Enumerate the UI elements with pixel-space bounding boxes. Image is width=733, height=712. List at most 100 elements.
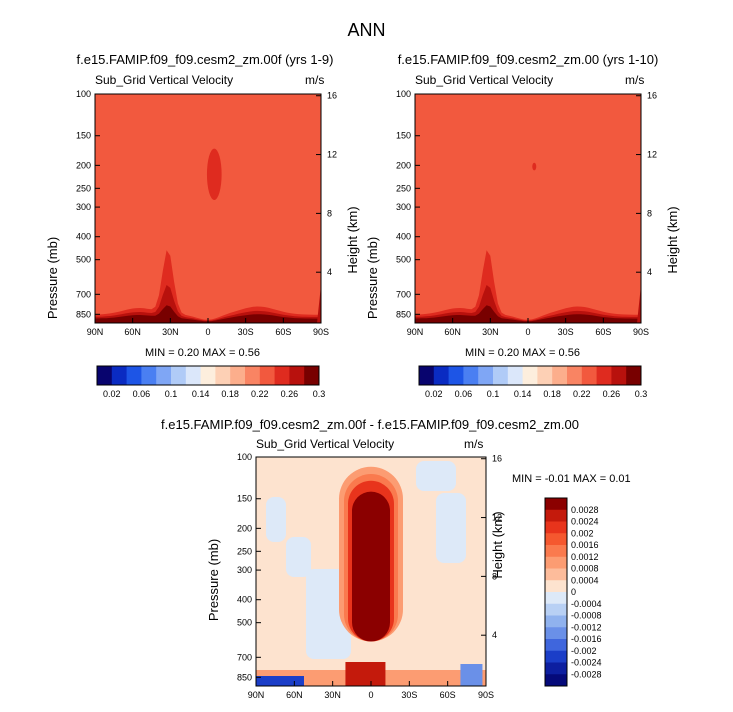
colorbar-label: 0.0016	[571, 540, 599, 550]
colorbar-swatch	[111, 366, 128, 385]
x-tick-label: 30N	[482, 327, 499, 337]
y-tick-label: 400	[396, 232, 411, 242]
y-tick-label: 500	[396, 255, 411, 265]
x-tick-label: 0	[205, 327, 210, 337]
x-tick-label: 30S	[558, 327, 574, 337]
y-right-tick-label: 8	[647, 208, 652, 218]
y-tick-label: 250	[237, 546, 252, 556]
colorbar-swatch	[626, 366, 642, 385]
colorbar-swatch	[581, 366, 598, 385]
colorbar-swatch	[304, 366, 320, 385]
colorbar-swatch	[478, 366, 494, 385]
panel2-variable-label: Sub_Grid Vertical Velocity	[415, 73, 553, 87]
y-tick-label: 150	[76, 131, 91, 141]
x-tick-label: 60N	[444, 327, 461, 337]
colorbar-label: -0.0028	[571, 669, 602, 679]
y-tick-label: 400	[237, 595, 252, 605]
x-tick-label: 90S	[313, 327, 329, 337]
colorbar-swatch	[545, 603, 567, 616]
panel1-minmax: MIN = 0.20 MAX = 0.56	[145, 347, 260, 359]
panel3-ylabel-right: Height (km)	[490, 511, 505, 578]
colorbar-swatch	[289, 366, 305, 385]
colorbar-swatch	[171, 366, 187, 385]
figure-title: ANN	[347, 20, 386, 40]
colorbar-swatch	[230, 366, 246, 385]
colorbar-swatch	[545, 580, 567, 593]
y-tick-label: 100	[76, 89, 91, 99]
colorbar-label: 0.1	[487, 389, 500, 399]
panel1-ylabel: Pressure (mb)	[45, 237, 60, 319]
y-tick-label: 150	[396, 131, 411, 141]
colorbar-frame	[418, 365, 642, 386]
colorbar-swatch	[545, 521, 567, 534]
colorbar-swatch	[200, 366, 216, 385]
colorbar-label: 0.3	[635, 389, 648, 399]
y-tick-label: 300	[396, 202, 411, 212]
y-right-tick-label: 4	[647, 267, 652, 277]
colorbar-label: 0.14	[192, 389, 210, 399]
colorbar-swatch	[141, 366, 157, 385]
colorbar-swatch	[507, 366, 524, 385]
y-tick-label: 700	[237, 652, 252, 662]
y-tick-label: 150	[237, 494, 252, 504]
colorbar-label: 0.1	[165, 389, 178, 399]
colorbar-swatch	[245, 366, 261, 385]
x-tick-label: 90S	[633, 327, 649, 337]
negative-patch	[286, 537, 311, 577]
panel2-title: f.e15.FAMIP.f09_f09.cesm2_zm.00 (yrs 1-1…	[397, 52, 659, 67]
colorbar-frame	[96, 365, 320, 386]
colorbar-swatch	[274, 366, 290, 385]
y-tick-label: 200	[396, 160, 411, 170]
colorbar-label: 0.0024	[571, 517, 599, 527]
colorbar-label: 0.3	[313, 389, 326, 399]
panel1-units-label: m/s	[305, 73, 324, 87]
colorbar-swatch	[545, 674, 567, 687]
y-right-tick-label: 8	[327, 208, 332, 218]
colorbar-label: 0.0028	[571, 505, 599, 515]
y-right-tick-label: 12	[647, 150, 657, 160]
colorbar-swatch	[185, 366, 202, 385]
colorbar-swatch	[545, 615, 567, 628]
colorbar-swatch	[215, 366, 231, 385]
colorbar-label: 0.06	[133, 389, 151, 399]
contour-band	[415, 285, 641, 323]
x-tick-label: 30N	[324, 690, 341, 700]
y-tick-label: 300	[237, 565, 252, 575]
y-tick-label: 400	[76, 232, 91, 242]
colorbar-label: 0	[571, 587, 576, 597]
panel2-colorbar: 0.02 0.06 0.1 0.14 0.18 0.22 0.26 0.3	[418, 365, 648, 399]
y-right-tick-label: 8	[492, 571, 497, 581]
field-background	[95, 94, 321, 323]
surface-negative	[256, 676, 304, 686]
upper-feature	[206, 148, 222, 200]
colorbar-swatch	[259, 366, 276, 385]
negative-patch	[416, 461, 456, 491]
y-tick-label: 850	[396, 309, 411, 319]
negative-patch	[436, 493, 466, 563]
panel3-ylabel: Pressure (mb)	[206, 539, 221, 621]
edge-feature	[317, 285, 321, 323]
colorbar-swatch	[545, 533, 567, 546]
colorbar-swatch	[545, 545, 567, 558]
y-tick-label: 200	[76, 160, 91, 170]
x-tick-label: 90N	[248, 690, 265, 700]
y-tick-label: 200	[237, 523, 252, 533]
colorbar-label: -0.002	[571, 646, 597, 656]
colorbar-swatch	[156, 366, 172, 385]
colorbar-label: 0.22	[251, 389, 269, 399]
x-tick-label: 90N	[407, 327, 424, 337]
colorbar-swatch	[463, 366, 479, 385]
colorbar-label: -0.0004	[571, 599, 602, 609]
colorbar-label: 0.002	[571, 528, 594, 538]
surface-negative	[460, 664, 483, 686]
colorbar-swatch	[522, 366, 538, 385]
colorbar-swatch	[611, 366, 627, 385]
positive-plume	[352, 491, 390, 642]
y-right-tick-label: 12	[327, 150, 337, 160]
panel3-minmax: MIN = -0.01 MAX = 0.01	[512, 473, 631, 485]
colorbar-label: -0.0008	[571, 611, 602, 621]
contour-band	[95, 285, 321, 323]
y-tick-label: 100	[237, 452, 252, 462]
y-tick-label: 700	[396, 289, 411, 299]
panel3-title: f.e15.FAMIP.f09_f09.cesm2_zm.00f - f.e15…	[161, 417, 579, 432]
